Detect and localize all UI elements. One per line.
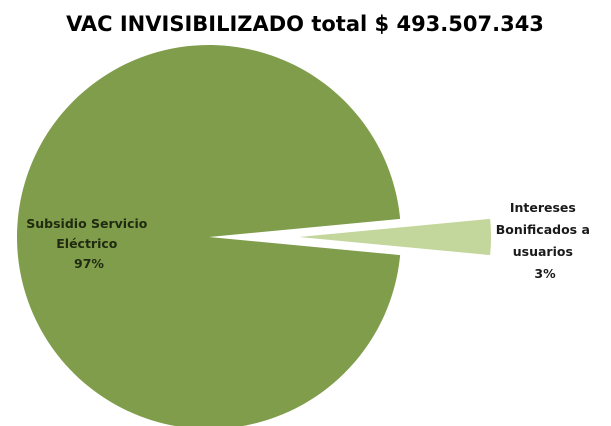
slice-label-subsidio-line-1: Subsidio Servicio <box>26 216 148 231</box>
pie-slice-intereses <box>299 218 491 256</box>
slice-label-intereses-line-2: Bonificados a <box>496 222 590 237</box>
slice-label-intereses-line-1: Intereses <box>510 200 576 215</box>
slice-label-intereses: Intereses Bonificados a usuarios 3% <box>496 200 595 281</box>
slice-percent-intereses: 3% <box>534 266 556 281</box>
slice-label-subsidio: Subsidio Servicio Eléctrico 97% <box>26 216 151 271</box>
slice-percent-subsidio: 97% <box>74 256 104 271</box>
chart-title: VAC INVISIBILIZADO total $ 493.507.343 <box>66 12 544 36</box>
slice-label-intereses-line-3: usuarios <box>513 244 573 259</box>
pie-slice-subsidio <box>17 45 401 426</box>
pie-slices <box>17 45 491 426</box>
slice-label-subsidio-line-2: Eléctrico <box>56 236 118 251</box>
